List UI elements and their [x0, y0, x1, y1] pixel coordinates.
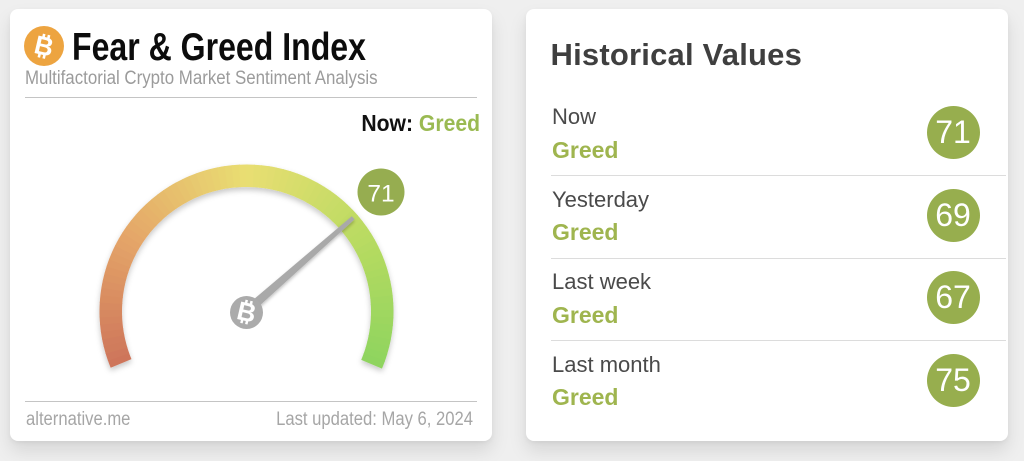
- svg-text:71: 71: [367, 181, 394, 208]
